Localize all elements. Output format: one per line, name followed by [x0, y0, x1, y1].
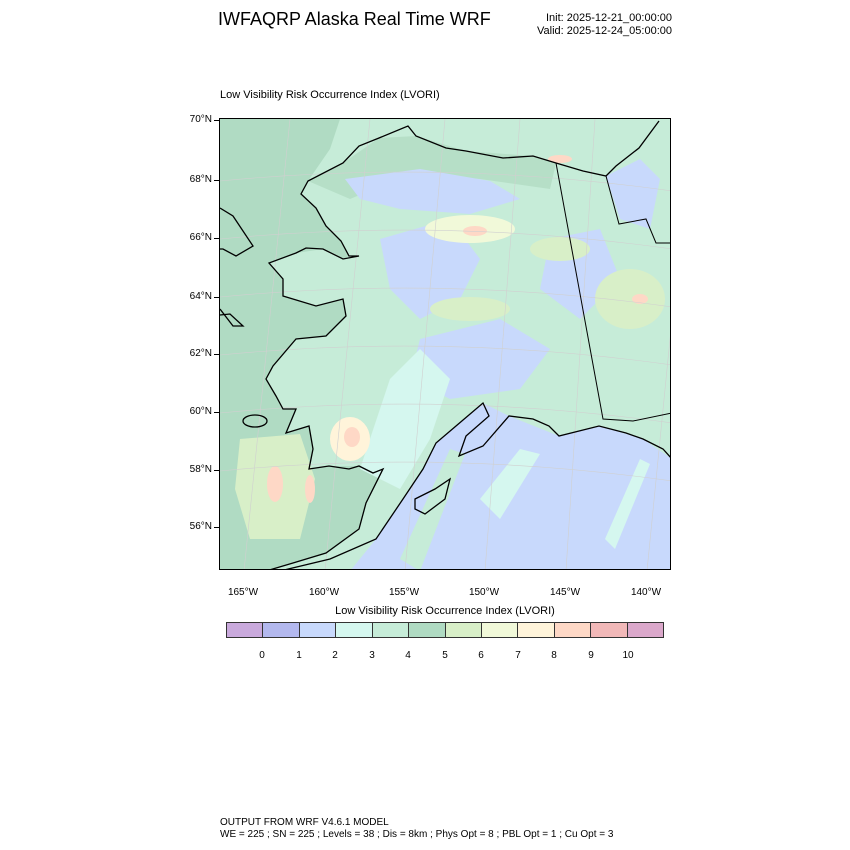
lat-tick	[214, 527, 219, 528]
colorbar-label: 8	[551, 650, 557, 661]
init-time: Init: 2025-12-21_00:00:00	[546, 12, 672, 24]
lat-tick	[214, 470, 219, 471]
lat-tick	[214, 238, 219, 239]
lon-label: 145°W	[549, 587, 581, 598]
lon-label: 150°W	[468, 587, 500, 598]
colorbar-swatch	[627, 623, 664, 637]
russia-coastline	[220, 207, 254, 257]
canada-border	[555, 162, 670, 422]
colorbar-swatch	[299, 623, 337, 637]
colorbar-label: 2	[332, 650, 338, 661]
colorbar-swatch	[445, 623, 482, 637]
colorbar-label: 4	[405, 650, 411, 661]
colorbar-swatch	[409, 623, 446, 637]
gulf-streak	[605, 459, 650, 549]
lat-tick	[214, 354, 219, 355]
colorbar-swatch	[481, 623, 519, 637]
map-plot	[219, 118, 671, 570]
colorbar-label: 10	[622, 650, 634, 661]
colorbar-label: 7	[515, 650, 521, 661]
lat-tick	[214, 120, 219, 121]
graticule	[220, 119, 670, 569]
colorbar-swatch	[263, 623, 300, 637]
interior-blue-region	[345, 169, 520, 214]
lat-tick	[214, 297, 219, 298]
colorbar	[226, 622, 664, 638]
chukotka-coastline	[220, 308, 245, 327]
colorbar-swatch	[372, 623, 410, 637]
colorbar-label: 3	[369, 650, 375, 661]
lat-label: 64°N	[189, 291, 212, 302]
kodiak-island	[414, 477, 452, 515]
valid-time: Valid: 2025-12-24_05:00:00	[537, 25, 672, 37]
time-info: Init: 2025-12-21_00:00:00 Valid: 2025-12…	[537, 12, 672, 38]
colorbar-swatch	[591, 623, 628, 637]
risk-blobs	[267, 155, 665, 503]
south-coastline	[285, 401, 670, 569]
lat-tick	[214, 180, 219, 181]
lat-label: 62°N	[189, 348, 212, 359]
interior-blue-region	[380, 219, 480, 319]
colorbar-title: Low Visibility Risk Occurrence Index (LV…	[335, 605, 555, 617]
lat-label: 68°N	[189, 174, 212, 185]
colorbar-label: 1	[296, 650, 302, 661]
cook-inlet-region	[360, 349, 450, 489]
lat-label: 66°N	[189, 232, 212, 243]
model-info: OUTPUT FROM WRF V4.6.1 MODEL WE = 225 ; …	[220, 817, 613, 841]
colorbar-swatch	[227, 623, 264, 637]
colorbar-label: 9	[588, 650, 594, 661]
lat-tick	[214, 412, 219, 413]
st-lawrence-island	[242, 414, 268, 428]
chart-title: IWFAQRP Alaska Real Time WRF	[218, 9, 491, 29]
colorbar-label: 0	[259, 650, 265, 661]
lon-label: 155°W	[388, 587, 420, 598]
lat-label: 58°N	[189, 464, 212, 475]
yukon-blue-region	[606, 159, 660, 229]
gulf-streak	[480, 449, 540, 519]
model-config: WE = 225 ; SN = 225 ; Levels = 38 ; Dis …	[220, 829, 614, 840]
yukon-nwt-border	[605, 175, 670, 244]
lon-label: 165°W	[227, 587, 259, 598]
colorbar-swatch	[336, 623, 373, 637]
alaska-coastline	[265, 120, 660, 569]
model-version: OUTPUT FROM WRF V4.6.1 MODEL	[220, 817, 389, 828]
lat-label: 70°N	[189, 114, 212, 125]
colorbar-swatch	[518, 623, 555, 637]
plot-subtitle: Low Visibility Risk Occurrence Index (LV…	[220, 89, 440, 101]
colorbar-label: 6	[478, 650, 484, 661]
lat-label: 56°N	[189, 521, 212, 532]
map-canvas	[220, 119, 670, 569]
colorbar-label: 5	[442, 650, 448, 661]
lat-label: 60°N	[189, 406, 212, 417]
lon-label: 140°W	[630, 587, 662, 598]
colorbar-swatch	[554, 623, 592, 637]
lon-label: 160°W	[308, 587, 340, 598]
coastlines	[220, 120, 670, 569]
